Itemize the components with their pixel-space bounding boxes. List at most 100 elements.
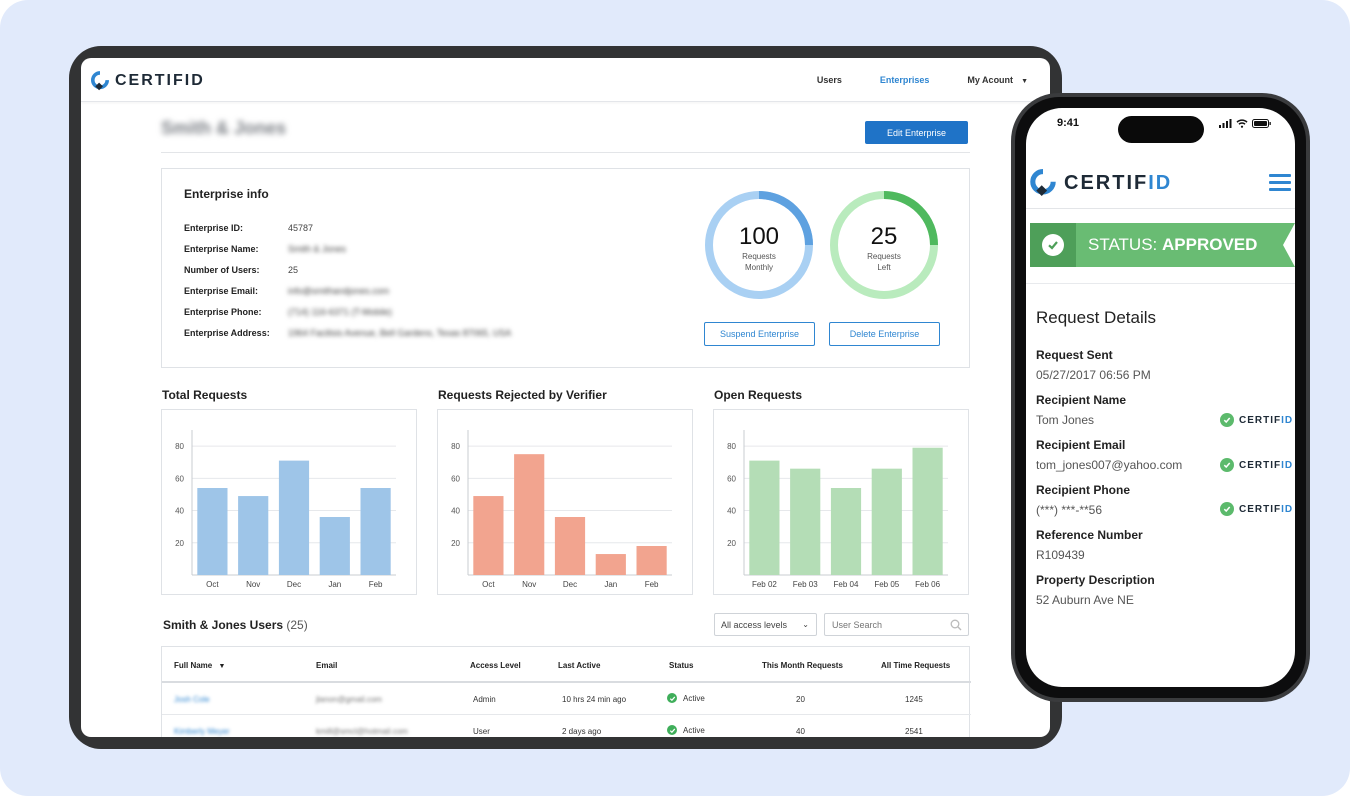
badge-text: CERTIFID <box>1239 415 1293 426</box>
brand-prefix: CERTIF <box>1064 171 1149 194</box>
requests-left-value: 25 <box>870 223 898 250</box>
users-title-text: Smith & Jones Users <box>163 618 284 632</box>
requests-left-ring <box>830 191 938 299</box>
x-tick-label: Oct <box>482 580 495 589</box>
check-circle-icon <box>667 693 677 703</box>
status-text: STATUS: APPROVED <box>1088 235 1257 255</box>
chart-title-open: Open Requests <box>714 388 803 402</box>
x-tick-label: Feb <box>369 580 383 589</box>
enterprise-title: Smith & Jones <box>161 118 287 138</box>
ring-caption-line1: Requests <box>867 252 901 261</box>
user-name-link[interactable]: Josh Cole <box>174 695 210 704</box>
bar <box>830 488 862 575</box>
user-name-link[interactable]: Kimberly Meyer <box>174 727 230 736</box>
info-card-title: Enterprise info <box>184 187 269 201</box>
bar <box>554 517 586 575</box>
divider <box>1026 283 1295 284</box>
check-circle-icon <box>1042 234 1064 256</box>
user-email: kmill@smcl@hotmail.com <box>316 727 408 736</box>
col-label: Full Name <box>174 661 213 670</box>
users-table: Full Name ▼ Email Access Level Last Acti… <box>161 646 971 737</box>
detail-value: (***) ***-**56 <box>1036 503 1103 517</box>
col-status: Status <box>669 661 694 670</box>
certifid-verified-badge: CERTIFID <box>1220 458 1293 472</box>
bar-chart-svg: 20 40 60 80 Oct Nov Dec Jan Feb <box>175 430 396 589</box>
col-access-level: Access Level <box>470 661 521 670</box>
col-month-requests: This Month Requests <box>762 661 843 670</box>
x-tick-label: Oct <box>206 580 219 589</box>
nav-users[interactable]: Users <box>816 75 842 85</box>
user-access: User <box>473 727 490 736</box>
status-bar-icons <box>1219 119 1271 128</box>
search-icon[interactable] <box>950 619 962 631</box>
divider <box>161 152 970 153</box>
nav-enterprises[interactable]: Enterprises <box>879 75 930 85</box>
edit-enterprise-button[interactable]: Edit Enterprise <box>865 121 968 144</box>
sort-caret-icon: ▼ <box>218 663 226 670</box>
chart-rejected-requests: 20 40 60 80 Oct Nov Dec Jan Feb <box>437 409 693 595</box>
detail-label: Recipient Email <box>1036 438 1126 452</box>
chart-title-rejected: Requests Rejected by Verifier <box>438 388 607 402</box>
request-details-title: Request Details <box>1036 308 1157 327</box>
requests-monthly-value: 100 <box>738 223 780 250</box>
status-label: STATUS: <box>1088 235 1158 254</box>
y-tick-label: 80 <box>451 442 460 451</box>
status-value: APPROVED <box>1162 235 1258 254</box>
bar <box>360 488 391 575</box>
suspend-enterprise-button[interactable]: Suspend Enterprise <box>704 322 815 346</box>
info-value: (714) 116-6371 (T-Mobile) <box>288 307 392 317</box>
phone-frame: 9:41 CERTIFID STATUS: APPROVE <box>1011 93 1310 702</box>
badge-text: CERTIFID <box>1239 504 1293 515</box>
user-last-active: 2 days ago <box>562 727 602 736</box>
phone-bezel: 9:41 CERTIFID STATUS: APPROVE <box>1015 97 1306 698</box>
y-tick-label: 20 <box>727 539 736 548</box>
user-search-box[interactable] <box>824 613 969 636</box>
certifid-mark-icon <box>1030 169 1056 197</box>
requests-monthly-label: 100 Requests Monthly <box>704 223 814 273</box>
tablet-frame: CERTIFID Users Enterprises My Acount ▼ Sm… <box>69 46 1062 749</box>
bar <box>636 546 667 575</box>
badge-id: ID <box>1281 503 1294 515</box>
info-label: Enterprise Phone: <box>184 307 262 317</box>
detail-value: 52 Auburn Ave NE <box>1036 593 1134 607</box>
x-tick-label: Jan <box>328 580 341 589</box>
enterprise-info-card: Enterprise info Enterprise ID: 45787 Ente… <box>161 168 970 368</box>
y-tick-label: 80 <box>727 442 736 451</box>
info-label: Enterprise Email: <box>184 286 259 296</box>
detail-label: Request Sent <box>1036 348 1113 362</box>
account-label: My Acount <box>967 75 1014 85</box>
delete-enterprise-button[interactable]: Delete Enterprise <box>829 322 940 346</box>
detail-value: tom_jones007@yahoo.com <box>1036 458 1183 472</box>
badge-prefix: CERTIF <box>1239 459 1282 471</box>
info-label: Enterprise Name: <box>184 244 259 254</box>
y-tick-label: 60 <box>727 474 736 483</box>
requests-monthly-ring <box>705 191 813 299</box>
detail-value: 05/27/2017 06:56 PM <box>1036 368 1151 382</box>
users-section-title: Smith & Jones Users (25) <box>163 618 308 632</box>
certifid-mark-icon <box>91 71 109 91</box>
bar <box>871 468 902 575</box>
user-status: Active <box>667 725 705 735</box>
mobile-certifid-logo[interactable]: CERTIFID <box>1030 169 1172 197</box>
nav-account[interactable]: My Acount ▼ <box>967 75 1028 85</box>
user-search-input[interactable] <box>832 619 942 630</box>
hamburger-menu-icon[interactable] <box>1269 174 1291 195</box>
divider <box>1026 208 1295 209</box>
x-tick-label: Dec <box>563 580 577 589</box>
info-value: Smith & Jones <box>288 244 347 254</box>
table-row[interactable]: Kimberly Meyer kmill@smcl@hotmail.com Us… <box>162 715 971 737</box>
detail-label: Property Description <box>1036 573 1155 587</box>
access-level-select[interactable]: All access levels ⌄ <box>714 613 817 636</box>
ring-progress-arc <box>883 191 938 246</box>
table-row[interactable]: Josh Cole jlanon@gmail.com Admin 10 hrs … <box>162 683 971 715</box>
certifid-logo[interactable]: CERTIFID <box>91 71 205 91</box>
col-full-name[interactable]: Full Name ▼ <box>174 661 225 670</box>
ring-progress-arc <box>758 191 813 246</box>
detail-value: Tom Jones <box>1036 413 1095 427</box>
col-all-time-requests: All Time Requests <box>881 661 951 670</box>
bar-chart-svg: 20 40 60 80 Oct Nov Dec Jan Feb <box>451 430 672 589</box>
mobile-app-screen: 9:41 CERTIFID STATUS: APPROVE <box>1026 108 1295 687</box>
main-nav: Users Enterprises My Acount ▼ <box>817 75 1028 85</box>
bar <box>790 468 821 575</box>
detail-label: Recipient Phone <box>1036 483 1131 497</box>
